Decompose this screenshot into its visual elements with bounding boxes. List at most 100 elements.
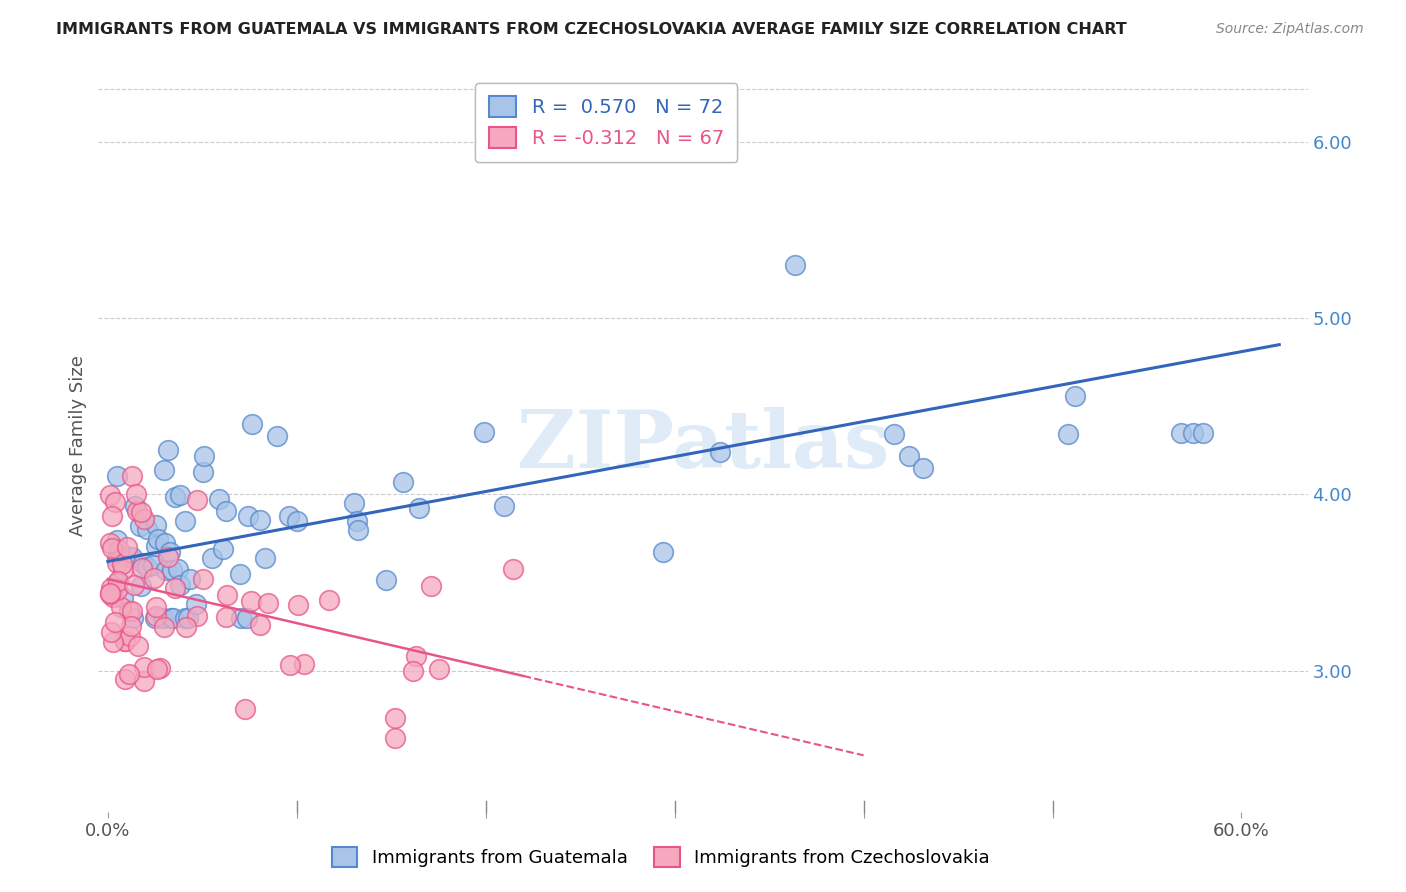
Point — [108, 543, 131, 558]
Point — [145, 539, 167, 553]
Point — [177, 611, 200, 625]
Point — [1170, 425, 1192, 440]
Point — [104, 494, 127, 508]
Point — [159, 611, 181, 625]
Point — [145, 599, 167, 614]
Point — [215, 504, 238, 518]
Legend: Immigrants from Guatemala, Immigrants from Czechoslovakia: Immigrants from Guatemala, Immigrants fr… — [325, 839, 997, 874]
Point — [392, 475, 415, 489]
Point — [427, 662, 450, 676]
Point — [402, 664, 425, 678]
Point — [384, 711, 406, 725]
Point — [105, 469, 128, 483]
Point — [1192, 425, 1215, 440]
Point — [114, 633, 136, 648]
Point — [240, 594, 263, 608]
Point — [107, 574, 129, 588]
Point — [231, 611, 253, 625]
Point — [494, 499, 516, 513]
Point — [121, 611, 143, 625]
Point — [118, 629, 141, 643]
Point — [292, 657, 315, 671]
Point — [127, 503, 149, 517]
Point — [249, 617, 271, 632]
Point — [709, 445, 731, 459]
Point — [254, 551, 277, 566]
Point — [652, 545, 675, 559]
Point — [1056, 427, 1078, 442]
Point — [201, 551, 224, 566]
Point — [375, 574, 398, 588]
Y-axis label: Average Family Size: Average Family Size — [69, 356, 87, 536]
Point — [100, 581, 122, 595]
Point — [156, 443, 179, 458]
Point — [121, 604, 143, 618]
Point — [153, 536, 176, 550]
Point — [118, 666, 141, 681]
Point — [129, 518, 152, 533]
Point — [98, 488, 121, 502]
Point — [118, 603, 141, 617]
Point — [152, 462, 174, 476]
Point — [240, 417, 263, 431]
Point — [111, 591, 134, 605]
Point — [167, 562, 190, 576]
Point — [129, 505, 152, 519]
Legend: R =  0.570   N = 72, R = -0.312   N = 67: R = 0.570 N = 72, R = -0.312 N = 67 — [475, 83, 737, 162]
Point — [110, 600, 132, 615]
Point — [173, 514, 195, 528]
Point — [257, 596, 280, 610]
Point — [229, 566, 252, 581]
Point — [883, 426, 905, 441]
Point — [105, 551, 128, 566]
Point — [155, 563, 177, 577]
Point — [121, 549, 143, 564]
Point — [117, 550, 139, 565]
Point — [152, 611, 174, 625]
Text: Source: ZipAtlas.com: Source: ZipAtlas.com — [1216, 22, 1364, 37]
Point — [278, 508, 301, 523]
Point — [419, 579, 441, 593]
Point — [127, 640, 149, 654]
Point — [98, 586, 121, 600]
Point — [249, 513, 271, 527]
Point — [236, 611, 259, 625]
Text: ZIPatlas: ZIPatlas — [517, 407, 889, 485]
Point — [121, 469, 143, 483]
Point — [145, 609, 167, 624]
Point — [211, 541, 233, 556]
Point — [132, 673, 155, 688]
Point — [502, 562, 524, 576]
Point — [266, 428, 288, 442]
Point — [142, 558, 165, 572]
Point — [472, 425, 495, 440]
Point — [142, 571, 165, 585]
Point — [105, 533, 128, 547]
Point — [238, 509, 260, 524]
Point — [208, 492, 231, 507]
Point — [134, 512, 156, 526]
Point — [105, 557, 128, 571]
Point — [285, 514, 308, 528]
Point — [145, 518, 167, 533]
Point — [165, 582, 187, 596]
Point — [153, 620, 176, 634]
Point — [114, 634, 136, 648]
Point — [897, 449, 920, 463]
Point — [98, 536, 121, 550]
Point — [131, 579, 153, 593]
Point — [100, 508, 122, 523]
Point — [103, 615, 125, 629]
Point — [146, 532, 169, 546]
Point — [173, 611, 195, 625]
Point — [136, 522, 159, 536]
Point — [405, 648, 427, 663]
Point — [186, 598, 208, 612]
Point — [165, 490, 187, 504]
Point — [132, 557, 155, 571]
Point — [169, 488, 191, 502]
Point — [162, 611, 184, 625]
Point — [384, 731, 406, 745]
Point — [346, 523, 368, 537]
Point — [101, 541, 124, 555]
